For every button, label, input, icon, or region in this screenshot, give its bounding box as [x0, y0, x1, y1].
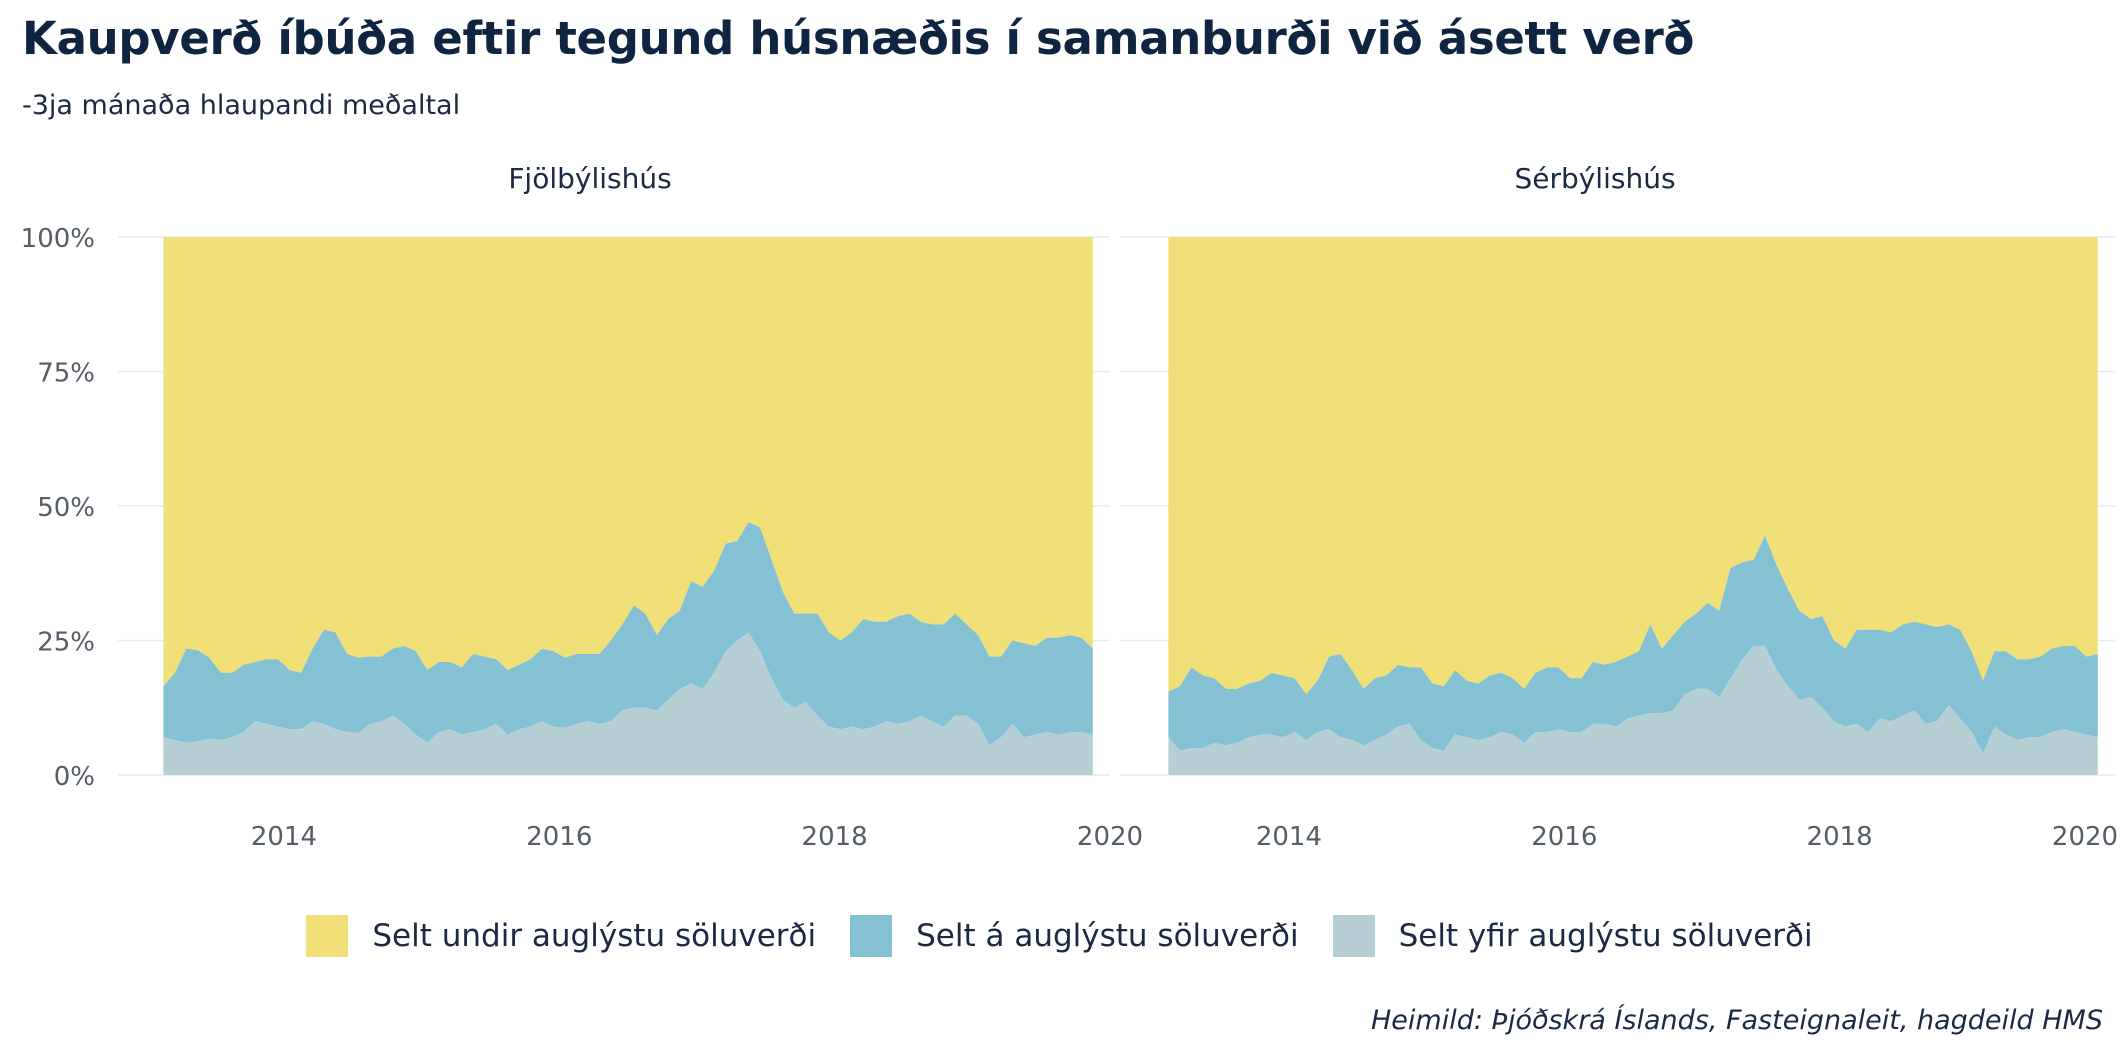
area-selt-a [163, 522, 1093, 746]
y-tick-label: 75% [37, 359, 95, 389]
legend-label: Selt á auglýstu söluverði [916, 918, 1299, 954]
legend-item-under: Selt undir auglýstu söluverði [306, 915, 816, 957]
legend-item-at: Selt á auglýstu söluverði [850, 915, 1299, 957]
x-tick-label: 2016 [526, 822, 592, 852]
panel-title: Sérbýlishús [1514, 162, 1675, 195]
y-tick-label: 100% [21, 224, 95, 254]
x-tick-label: 2020 [2052, 822, 2118, 852]
area-selt-a [1168, 535, 2098, 754]
legend-swatch [1332, 915, 1375, 957]
x-tick-label: 2016 [1531, 822, 1597, 852]
x-tick-label: 2018 [1807, 822, 1873, 852]
panel-1: Fjölbýlishús 0% 25% 50% 75% 100% 2014 2016 2018 2… [21, 162, 1143, 852]
chart-title: Kaupverð íbúða eftir tegund húsnæðis í s… [22, 12, 1695, 65]
y-tick-label: 0% [54, 762, 95, 792]
chart-legend: Selt undir auglýstu söluverði Selt á augl… [0, 915, 2125, 957]
y-tick-label: 25% [37, 628, 95, 658]
area-selt-yfir [1168, 645, 2098, 775]
legend-swatch [306, 915, 349, 957]
x-tick-label: 2018 [802, 822, 868, 852]
legend-label: Selt yfir auglýstu söluverði [1398, 918, 1813, 954]
x-tick-label: 2014 [251, 822, 317, 852]
x-tick-label: 2020 [1077, 822, 1143, 852]
area-selt-yfir [163, 632, 1093, 775]
chart-subtitle: -3ja mánaða hlaupandi meðaltal [22, 90, 461, 121]
faceted-area-chart: Fjölbýlishús 0% 25% 50% 75% 100% 2014 2016 2018 2… [21, 162, 2118, 852]
source-caption: Heimild: Þjóðskrá Íslands, Fasteignaleit… [1371, 1005, 2103, 1036]
x-tick-label: 2014 [1256, 822, 1322, 852]
legend-swatch [850, 915, 893, 957]
legend-item-over: Selt yfir auglýstu söluverði [1332, 915, 1813, 957]
legend-label: Selt undir auglýstu söluverði [372, 918, 817, 954]
area-selt-undir [163, 237, 1093, 687]
y-tick-label: 50% [37, 493, 95, 523]
panel-title: Fjölbýlishús [508, 162, 671, 195]
area-selt-undir [1168, 237, 2098, 695]
panel-2: Sérbýlishús 2014 2016 2018 2020 [1120, 162, 2118, 852]
